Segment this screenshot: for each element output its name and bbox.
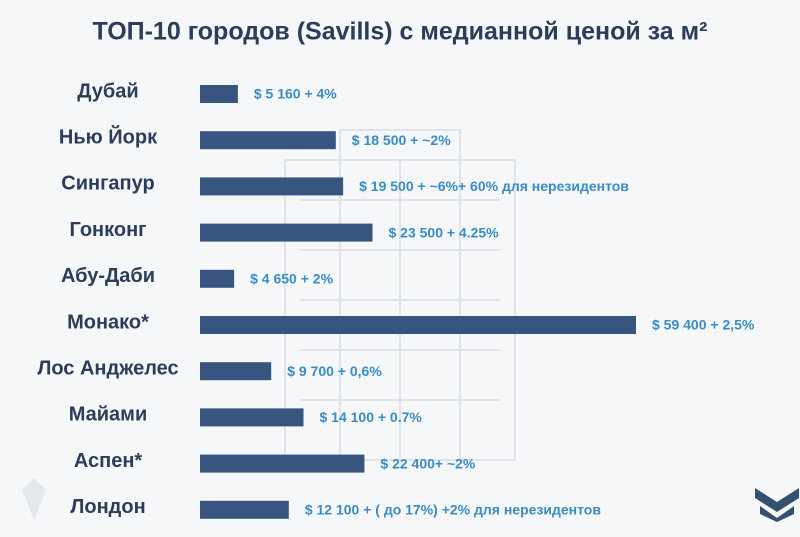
value-label: $ 5 160 + 4%: [254, 86, 337, 102]
logo-left: [22, 478, 46, 520]
category-label: Сингапур: [61, 173, 154, 195]
category-label: Аспен*: [74, 450, 143, 472]
value-label: $ 22 400+ ~2%: [380, 455, 476, 471]
chart-title: ТОП-10 городов (Savills) с медианной цен…: [93, 18, 708, 46]
value-label: $ 59 400 + 2,5%: [652, 317, 755, 333]
bar: [200, 223, 373, 242]
bar: [200, 131, 336, 150]
bar: [200, 500, 289, 519]
value-label: $ 4 650 + 2%: [250, 271, 333, 287]
value-label: $ 14 100 + 0.7%: [319, 409, 422, 425]
bar: [200, 362, 272, 381]
category-label: Нью Йорк: [59, 124, 158, 148]
building-illustration: [284, 129, 516, 461]
value-label: $ 23 500 + 4.25%: [388, 224, 499, 240]
value-label: $ 9 700 + 0,6%: [287, 363, 382, 379]
category-label: Монако*: [67, 311, 149, 333]
bar: [200, 454, 365, 473]
value-label: $ 19 500 + ~6%+ 60% для нерезидентов: [359, 178, 629, 194]
category-label: Гонконг: [69, 219, 146, 241]
bar: [200, 85, 238, 103]
bar: [200, 408, 304, 427]
category-label: Дубай: [77, 80, 138, 102]
logo-right: [755, 488, 799, 522]
category-label: Майами: [69, 404, 148, 426]
category-label: Лос Анджелес: [37, 357, 178, 379]
value-label: $ 18 500 + ~2%: [352, 132, 451, 148]
category-label: Абу-Даби: [61, 265, 155, 287]
bar: [200, 316, 636, 334]
category-label: Лондон: [70, 496, 145, 518]
bar: [200, 177, 344, 196]
value-label: $ 12 100 + ( до 17%) +2% для нерезиденто…: [305, 502, 602, 518]
bar: [200, 269, 235, 288]
